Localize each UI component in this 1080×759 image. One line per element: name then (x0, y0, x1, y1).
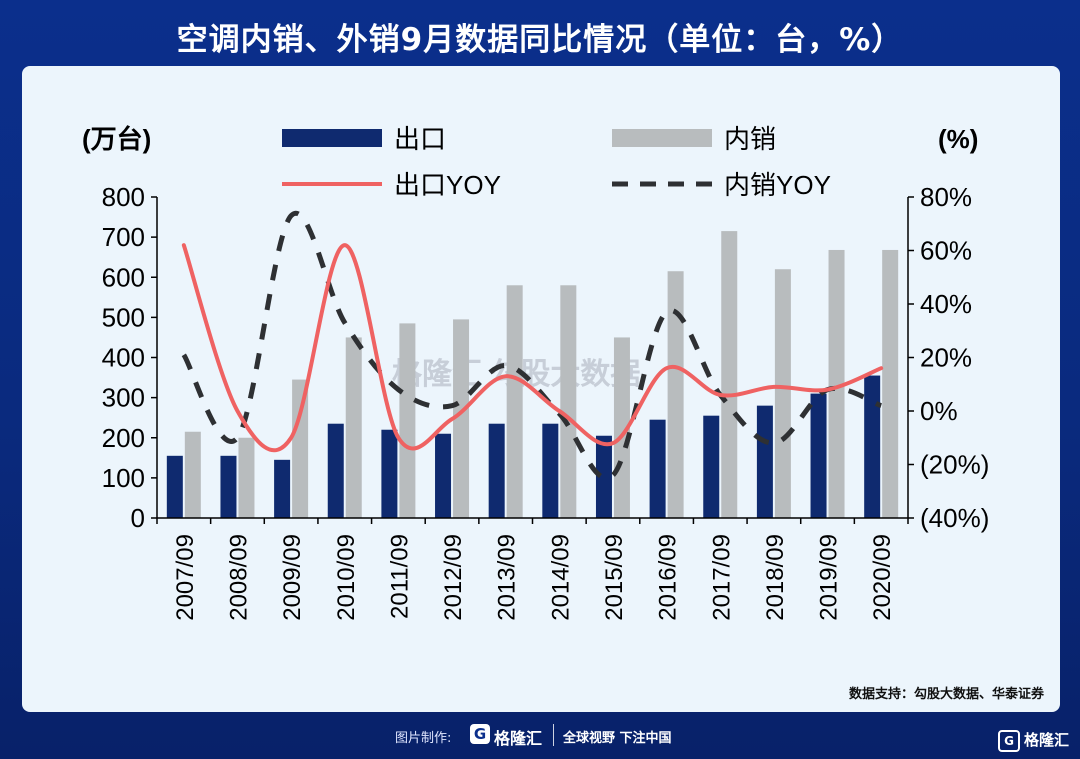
bar-domestic (292, 379, 309, 518)
x-tick-label: 2015/09 (601, 534, 628, 621)
bar-domestic (506, 285, 523, 518)
bar-export (220, 455, 237, 518)
source-note: 数据支持：勾股大数据、华泰证券 (848, 687, 1044, 702)
right-tick-label: 80% (920, 182, 972, 212)
left-tick-label: 400 (102, 343, 145, 373)
x-tick-label: 2011/09 (386, 534, 413, 619)
left-tick-label: 100 (102, 463, 145, 493)
line-domestic-yoy (181, 210, 883, 481)
x-tick-label: 2016/09 (655, 534, 682, 621)
gelonghui-logo-icon: G (470, 724, 490, 744)
x-tick-label: 2010/09 (333, 534, 360, 621)
bar-domestic (613, 337, 630, 518)
bar-domestic (560, 285, 577, 518)
x-tick-label: 2012/09 (440, 534, 467, 621)
corner-logo: G 格隆汇 (998, 729, 1069, 752)
bar-domestic (453, 319, 470, 518)
left-tick-label: 800 (102, 182, 145, 212)
bar-domestic (882, 249, 899, 518)
bar-export (756, 405, 773, 518)
left-tick-label: 0 (131, 503, 145, 533)
right-tick-label: 60% (920, 236, 972, 266)
corner-logo-icon: G (998, 729, 1020, 752)
right-tick-label: 20% (920, 343, 972, 373)
bar-export (864, 375, 881, 518)
bar-export (381, 429, 398, 518)
legend-label: 出口 (394, 124, 446, 154)
corner-logo-text: 格隆汇 (1024, 731, 1070, 749)
x-tick-label: 2007/09 (172, 534, 199, 621)
footer-divider (553, 724, 554, 746)
bar-export (810, 393, 827, 518)
chart-title: 空调内销、外销9月数据同比情况（单位：台，%） (176, 22, 904, 58)
legend-swatch (612, 129, 712, 147)
right-tick-label: (40%) (920, 503, 989, 533)
right-tick-label: 40% (920, 289, 972, 319)
footer: 图片制作: G 格隆汇 全球视野 下注中国 (0, 722, 1080, 752)
right-tick-label: 0% (920, 396, 958, 426)
x-tick-label: 2019/09 (816, 534, 843, 621)
left-tick-label: 600 (102, 262, 145, 292)
bar-domestic (399, 323, 416, 518)
bar-export (488, 423, 505, 518)
x-tick-label: 2017/09 (708, 534, 735, 621)
x-tick-label: 2008/09 (225, 534, 252, 621)
legend-label: 出口YOY (394, 170, 501, 200)
bar-export (649, 419, 666, 518)
left-tick-label: 500 (102, 302, 145, 332)
left-tick-label: 700 (102, 222, 145, 252)
bar-domestic (184, 431, 201, 518)
x-tick-label: 2013/09 (494, 534, 521, 621)
left-tick-label: 300 (102, 383, 145, 413)
left-axis-unit: (万台) (82, 124, 151, 154)
bar-domestic (667, 271, 684, 518)
legend-swatch (282, 129, 382, 147)
legend-label: 内销YOY (724, 170, 831, 200)
bar-export (703, 415, 720, 518)
bar-domestic (345, 337, 362, 518)
bar-export (327, 423, 344, 518)
footer-credit: 图片制作: (395, 731, 452, 746)
bar-domestic (774, 269, 791, 518)
footer-logo-text: 格隆汇 (494, 729, 543, 748)
left-tick-label: 200 (102, 423, 145, 453)
bar-export (595, 435, 612, 518)
bar-export (542, 423, 559, 518)
bar-export (166, 455, 183, 518)
footer-slogan: 全球视野 下注中国 (563, 731, 672, 746)
chart-panel: 格隆汇 勾股大数据 0100200300400500600700800(40%)… (22, 66, 1060, 712)
bar-domestic (828, 249, 845, 518)
chart-svg: 格隆汇 勾股大数据 0100200300400500600700800(40%)… (82, 124, 989, 621)
bar-domestic (721, 231, 738, 518)
bar-export (435, 433, 452, 518)
right-tick-label: (20%) (920, 450, 989, 480)
line-export-yoy (181, 243, 884, 453)
x-tick-label: 2020/09 (869, 534, 896, 621)
x-tick-label: 2018/09 (762, 534, 789, 621)
right-axis-unit: (%) (938, 124, 978, 154)
legend-label: 内销 (724, 124, 776, 154)
x-tick-label: 2009/09 (279, 534, 306, 621)
x-tick-label: 2014/09 (547, 534, 574, 621)
bar-domestic (238, 437, 255, 518)
bar-export (274, 459, 291, 518)
